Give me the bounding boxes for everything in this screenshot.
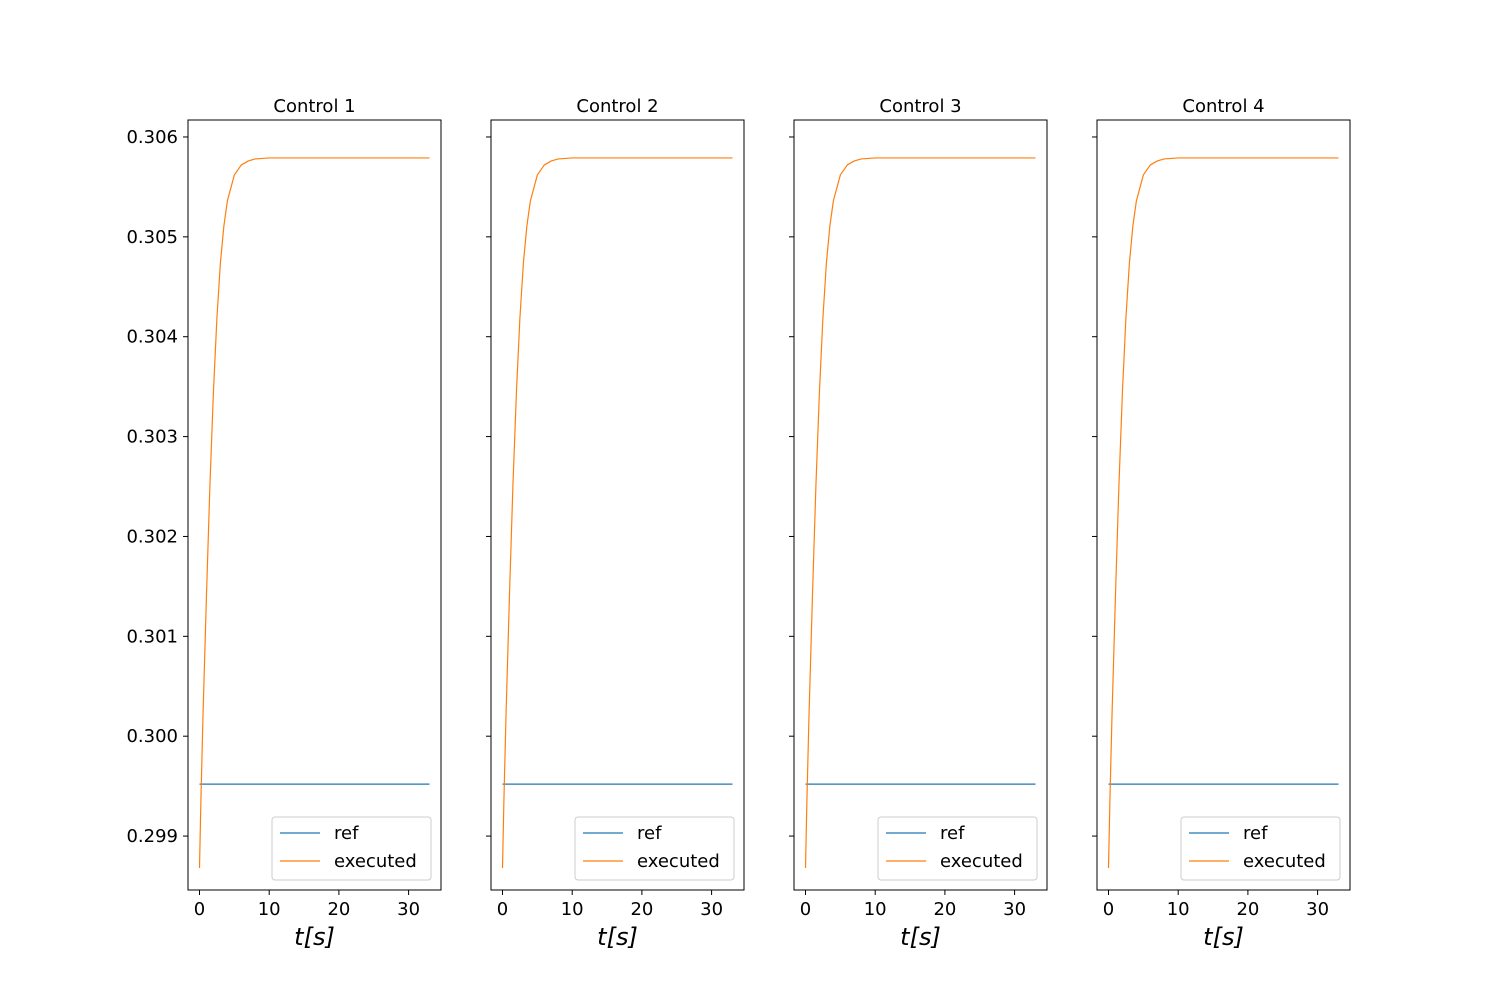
legend-label-executed: executed	[637, 851, 720, 872]
legend-label-ref: ref	[1243, 823, 1268, 844]
legend-label-ref: ref	[334, 823, 359, 844]
x-axis-label: t[s]	[294, 923, 335, 951]
series-group	[1107, 157, 1339, 869]
x-tick-label: 10	[258, 899, 281, 920]
x-tick-label: 10	[1167, 899, 1190, 920]
y-tick-label: 0.306	[126, 127, 178, 148]
legend: ref executed	[877, 816, 1038, 881]
panel-title: Control 3	[879, 96, 961, 117]
plot-area	[794, 120, 1047, 890]
x-tick-label: 0	[194, 899, 205, 920]
panel-title: Control 2	[576, 96, 658, 117]
legend: ref executed	[1180, 816, 1341, 881]
panel-title: Control 1	[273, 96, 355, 117]
panel-title: Control 4	[1182, 96, 1264, 117]
series-group	[198, 157, 430, 869]
subplot-1: 0 10 20 30 0.299 0.300 0.301 0.302 0.303 0.304 0.3…	[126, 96, 442, 951]
x-tick-label: 20	[327, 899, 350, 920]
x-axis-label: t[s]	[900, 923, 941, 951]
legend: ref executed	[271, 816, 432, 881]
legend-label-ref: ref	[940, 823, 965, 844]
plot-area	[491, 120, 744, 890]
subplot-3: 0 10 20 30 Control 3 t[s] ref executed	[789, 96, 1048, 951]
axes-frame	[1096, 119, 1351, 891]
y-tick-label: 0.305	[126, 227, 178, 248]
x-tick-label: 0	[800, 899, 811, 920]
x-axis-label: t[s]	[597, 923, 638, 951]
series-group	[804, 157, 1036, 869]
y-tick-label: 0.304	[126, 327, 178, 348]
series-line-executed	[501, 157, 733, 869]
series-line-executed	[804, 157, 1036, 869]
axes-frame	[490, 119, 745, 891]
x-tick-label: 20	[630, 899, 653, 920]
legend-label-executed: executed	[1243, 851, 1326, 872]
y-tick-label: 0.299	[126, 826, 178, 847]
series-line-executed	[1107, 157, 1339, 869]
axes-frame	[187, 119, 442, 891]
x-tick-label: 30	[397, 899, 420, 920]
y-tick-label: 0.300	[126, 726, 178, 747]
legend: ref executed	[574, 816, 735, 881]
y-tick-label: 0.301	[126, 626, 178, 647]
x-tick-label: 30	[700, 899, 723, 920]
x-tick-label: 20	[933, 899, 956, 920]
plot-area	[1097, 120, 1350, 890]
y-tick-label: 0.303	[126, 427, 178, 448]
x-tick-label: 30	[1306, 899, 1329, 920]
legend-label-executed: executed	[334, 851, 417, 872]
x-tick-label: 30	[1003, 899, 1026, 920]
x-tick-label: 10	[561, 899, 584, 920]
x-tick-label: 20	[1236, 899, 1259, 920]
subplot-4: 0 10 20 30 Control 4 t[s] ref executed	[1092, 96, 1351, 951]
subplot-2: 0 10 20 30 Control 2 t[s] ref executed	[486, 96, 745, 951]
series-group	[501, 157, 733, 869]
x-tick-label: 0	[497, 899, 508, 920]
x-tick-label: 0	[1103, 899, 1114, 920]
plot-area	[188, 120, 441, 890]
y-tick-label: 0.302	[126, 526, 178, 547]
x-axis-label: t[s]	[1203, 923, 1244, 951]
legend-label-executed: executed	[940, 851, 1023, 872]
series-line-executed	[198, 157, 430, 869]
x-tick-label: 10	[864, 899, 887, 920]
axes-frame	[793, 119, 1048, 891]
legend-label-ref: ref	[637, 823, 662, 844]
